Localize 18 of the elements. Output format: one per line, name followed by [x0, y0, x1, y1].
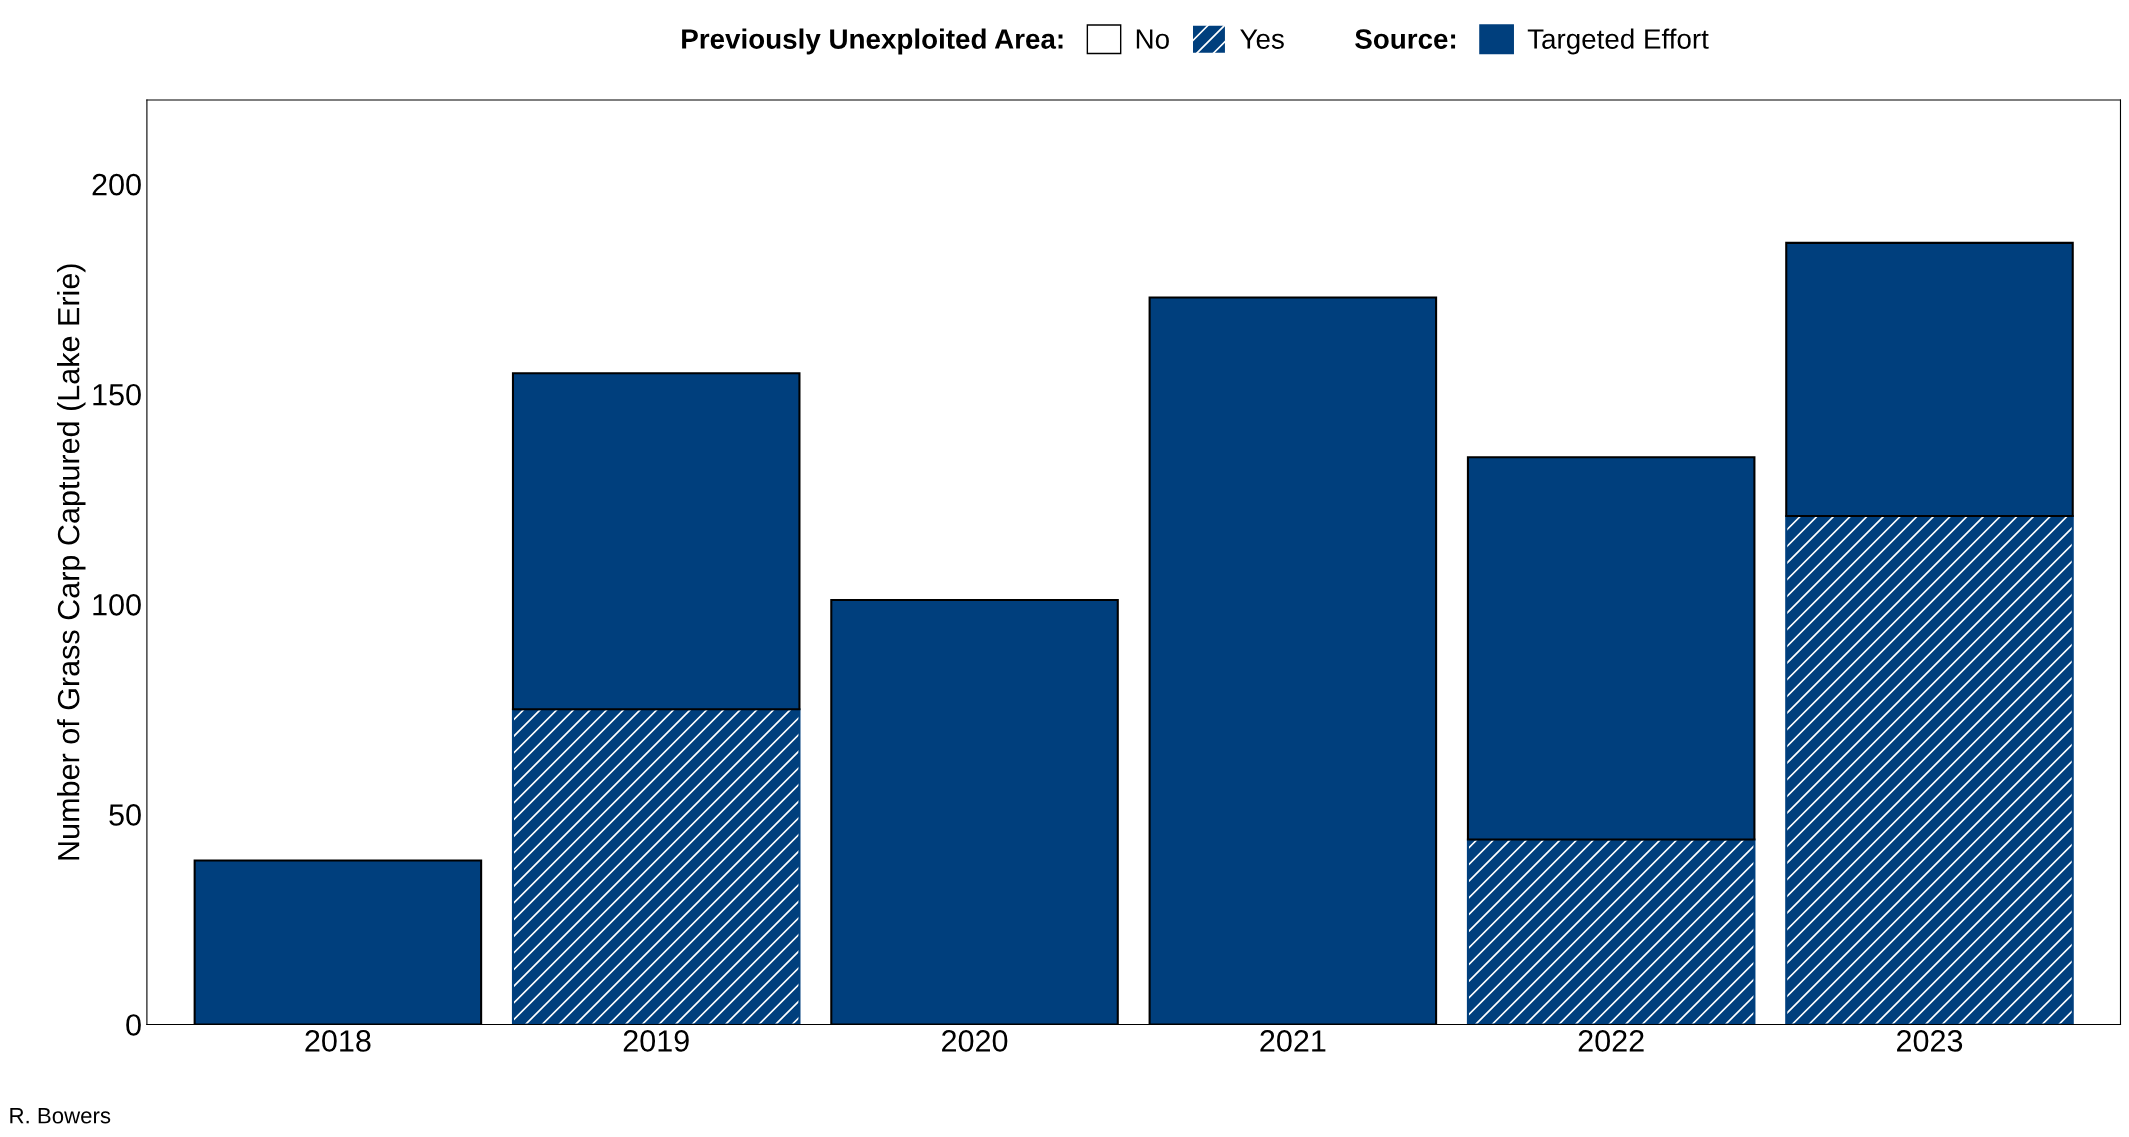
- x-tick-label: 2021: [1260, 1030, 1326, 1052]
- text: Source:: [1355, 29, 1456, 49]
- x-tick-label: 2018: [305, 1030, 371, 1052]
- y-tick-label: 100: [93, 594, 141, 616]
- x-tick-label: 2020: [942, 1030, 1008, 1052]
- legend-label: No: [1136, 29, 1169, 49]
- y-tick-label: 150: [93, 383, 141, 406]
- legend-label: Yes: [1240, 29, 1284, 49]
- y-tick-label: 50: [109, 804, 141, 826]
- x-tick-label: 2019: [623, 1030, 689, 1052]
- y-tick-label: 200: [92, 173, 141, 196]
- y-axis-title: Number of Grass Carp Captured (Lake Erie): [57, 264, 86, 860]
- y-tick-label: 0: [126, 1014, 141, 1036]
- text: R. Bowers: [10, 1108, 111, 1124]
- text: Targeted Effort: [1527, 28, 1709, 55]
- text: Previously Unexploited Area:: [682, 28, 1063, 55]
- x-tick-label: 2022: [1578, 1030, 1644, 1052]
- x-tick-label: 2023: [1897, 1030, 1963, 1052]
